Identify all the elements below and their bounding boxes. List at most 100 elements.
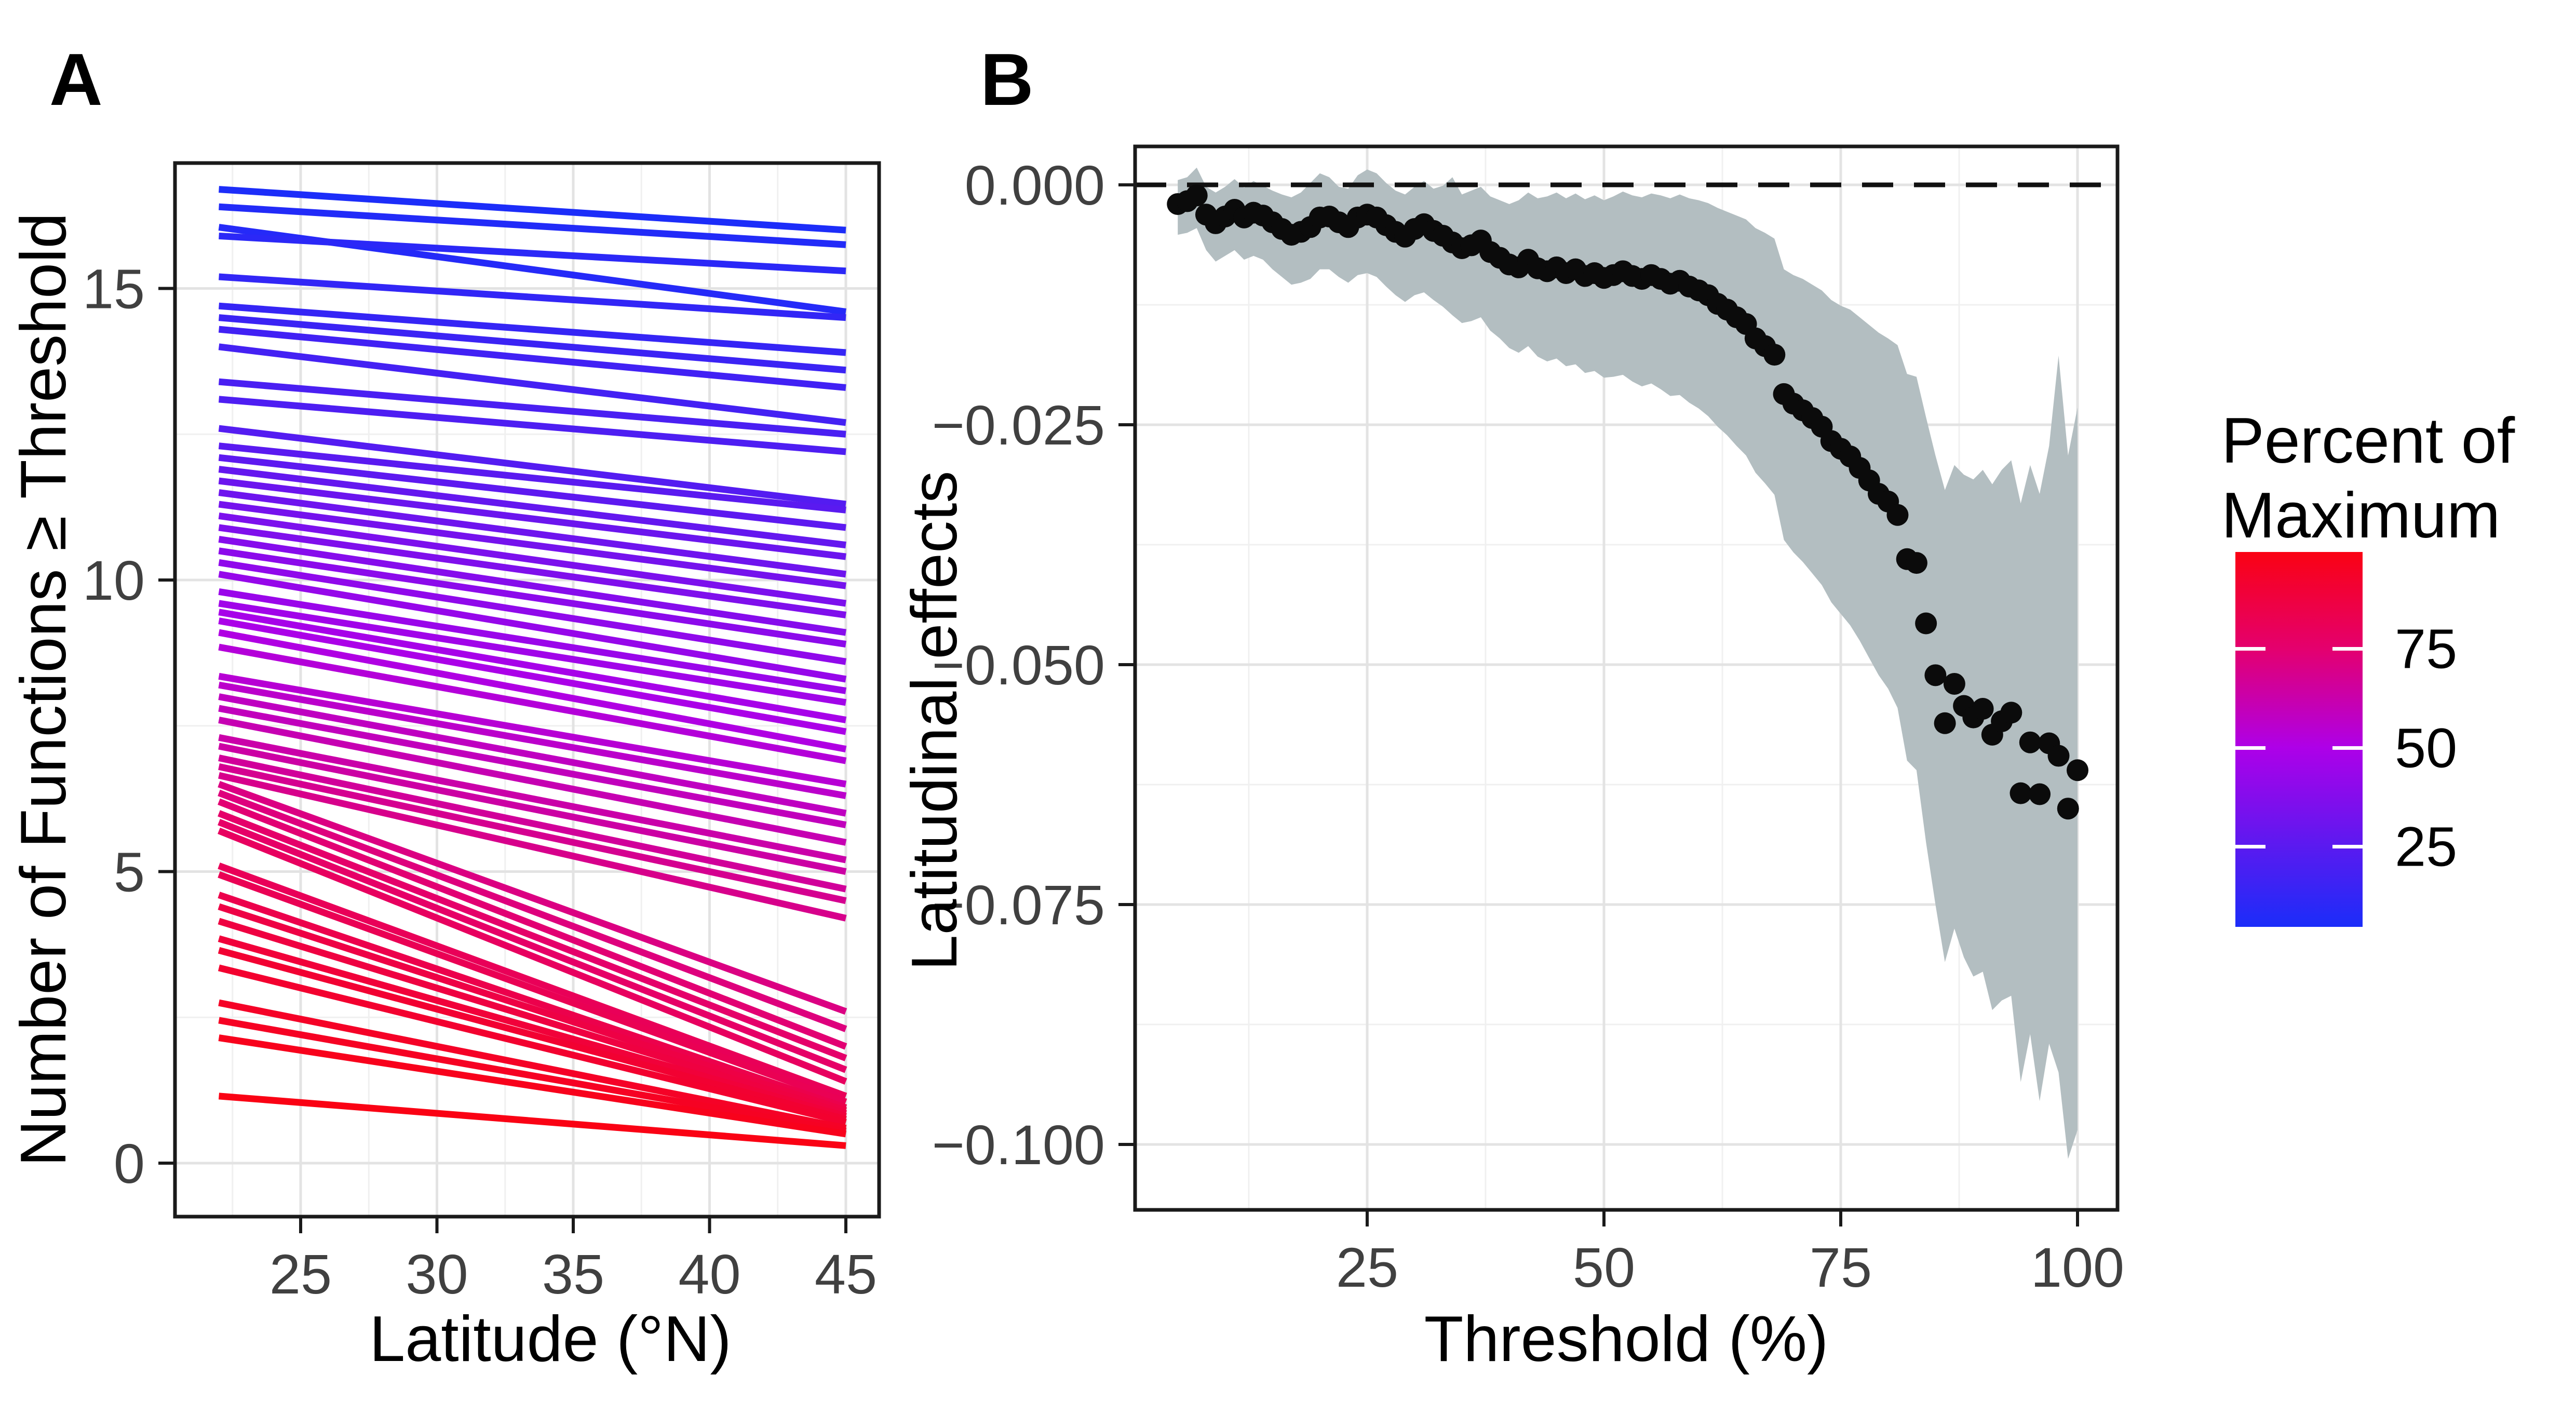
regression-line-p71 (218, 780, 847, 1015)
regression-line-p44 (218, 588, 847, 694)
panel-b-border (1133, 144, 2120, 1212)
regression-line-p18 (218, 343, 846, 426)
regression-line-p23 (218, 425, 846, 508)
panel-a-x-tick-label: 40 (678, 1243, 740, 1305)
effect-point (1185, 184, 1208, 207)
regression-line-p81 (218, 862, 847, 1099)
effect-point (1943, 672, 1965, 695)
effect-point (1924, 664, 1947, 686)
effect-point (2057, 798, 2079, 820)
effect-point (2029, 783, 2051, 805)
regression-line-p21 (218, 396, 846, 455)
regression-line-p92 (218, 964, 847, 1126)
regression-line-p87 (218, 918, 847, 1117)
panel-b-x-tick-label: 25 (1336, 1236, 1398, 1299)
regression-line-p53 (218, 643, 847, 764)
regression-line-p54 (218, 672, 847, 788)
panel-a-x-tick-label: 35 (542, 1243, 604, 1305)
regression-line-p20 (218, 378, 846, 438)
regression-line-p36 (218, 524, 846, 618)
effect-point (2009, 782, 2032, 804)
regression-line-p40 (218, 547, 846, 648)
panel-b-y-axis-title: Latitudinal effects (899, 470, 970, 971)
panel-b-x-tick-label: 100 (2031, 1236, 2124, 1299)
regression-line-p35 (218, 513, 846, 607)
regression-line-p26 (218, 454, 846, 531)
panel-a-x-tick-label: 30 (406, 1243, 468, 1305)
panel-a-y-axis-title: Number of Functions ≥ Threshold (8, 212, 79, 1167)
panel-a-x-tick-label: 25 (269, 1243, 332, 1305)
regression-line-p68 (218, 763, 847, 905)
panel-a-x-tick-label: 45 (815, 1243, 877, 1305)
regression-line-p74 (218, 798, 847, 1050)
effect-point (1915, 612, 1937, 635)
effect-point (1763, 344, 1786, 366)
regression-line-p33 (218, 501, 846, 589)
regression-line-p51 (218, 629, 847, 753)
regression-line-p99 (218, 1093, 846, 1149)
panel-a-y-tick-label: 0 (114, 1132, 145, 1195)
regression-line-p15 (218, 314, 846, 374)
regression-line-p38 (218, 535, 846, 636)
regression-line-p77 (218, 819, 847, 1073)
effect-point (1934, 712, 1956, 734)
panel-a-y-tick-label: 10 (83, 549, 145, 612)
panel-b-y-tick-label: −0.050 (932, 633, 1105, 696)
panel-b-plot: 0.000 −0.025 −0.050 −0.075 −0.100 25 50 75 100 (932, 144, 2124, 1299)
effect-point (2019, 731, 2041, 753)
regression-line-p76 (218, 810, 847, 1061)
regression-line-p89 (218, 935, 847, 1120)
regression-line-p82 (218, 871, 847, 1106)
regression-line-p48 (218, 609, 847, 723)
regression-line-p31 (218, 489, 846, 578)
regression-line-p84 (218, 892, 847, 1111)
panel-b-y-tick-label: −0.075 (932, 873, 1105, 936)
panel-a-y-tick-label: 5 (114, 841, 145, 904)
regression-line-p25 (218, 442, 846, 514)
confidence-ribbon (1178, 167, 2078, 1159)
regression-line-p7 (219, 203, 846, 248)
effect-point (1972, 698, 1994, 720)
panel-b-y-tick-label: 0.000 (965, 154, 1105, 217)
regression-line-p72 (218, 789, 847, 1032)
regression-line-p17 (218, 326, 846, 391)
regression-line-p30 (218, 477, 846, 560)
panel-a-y-tick-label: 15 (83, 258, 145, 320)
effect-point (2000, 702, 2022, 724)
regression-line-p5 (219, 186, 846, 234)
regression-line-p12 (219, 273, 846, 321)
panel-b-x-tick-label: 75 (1810, 1236, 1872, 1299)
regression-line-p28 (218, 466, 846, 549)
regression-line-p61 (218, 717, 847, 846)
regression-line-p13 (219, 302, 846, 356)
regression-line-p91 (218, 947, 847, 1123)
effect-point (2047, 745, 2070, 767)
regression-line-p43 (218, 571, 847, 683)
panel-b-label: B (980, 38, 1034, 121)
regression-line-p94 (218, 999, 847, 1131)
regression-line-p66 (218, 754, 847, 893)
panel-b-x-tick-label: 50 (1573, 1236, 1635, 1299)
regression-line-p79 (218, 827, 847, 1085)
effect-point (2067, 759, 2088, 781)
panel-b-x-axis-title: Threshold (%) (1424, 1303, 1829, 1375)
regression-line-p86 (218, 903, 847, 1114)
panel-a-plot: 0 5 10 15 25 30 35 40 45 (83, 161, 881, 1305)
regression-line-p97 (218, 1034, 846, 1138)
regression-line-p63 (218, 734, 847, 864)
regression-line-p10 (219, 232, 846, 275)
regression-line-p64 (218, 743, 847, 875)
regression-line-p69 (218, 772, 847, 922)
regression-line-p46 (218, 600, 847, 706)
regression-line-p58 (218, 693, 847, 817)
panel-a-label: A (49, 38, 103, 121)
regression-line-p95 (218, 1017, 847, 1135)
effect-point (1886, 504, 1909, 526)
panel-a-x-axis-title: Latitude (°N) (369, 1303, 732, 1375)
regression-line-p56 (218, 681, 847, 799)
regression-line-p41 (218, 559, 847, 665)
panel-a-border (173, 161, 881, 1219)
panel-b-y-tick-label: −0.100 (932, 1113, 1105, 1176)
